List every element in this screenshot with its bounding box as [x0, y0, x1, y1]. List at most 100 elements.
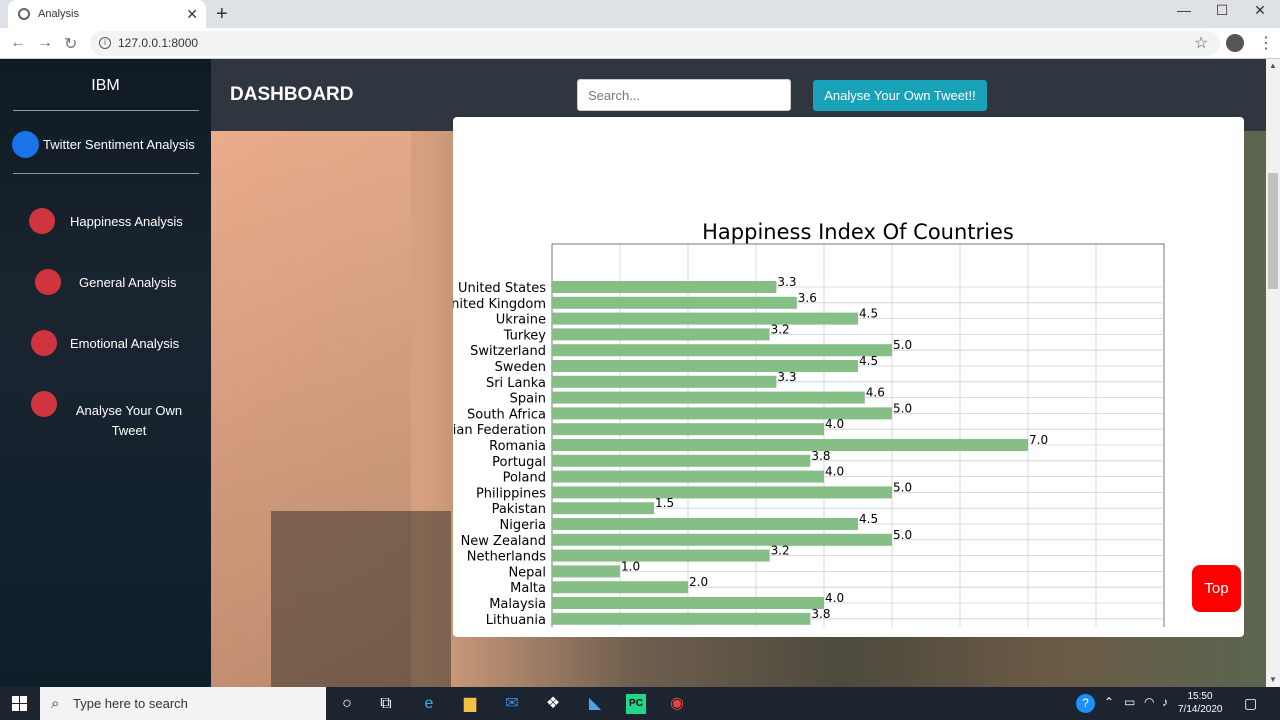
divider: [13, 173, 199, 174]
sidebar-item-label: General Analysis: [79, 274, 177, 290]
y-tick-label: Switzerland: [470, 344, 546, 359]
forward-icon[interactable]: →: [37, 34, 53, 51]
battery-icon[interactable]: ▭: [1124, 695, 1136, 709]
bar-value-label: 1.0: [621, 559, 640, 573]
bar-value-label: 2.0: [689, 575, 708, 589]
bar-value-label: 4.5: [859, 512, 878, 526]
bar: [552, 486, 892, 499]
y-tick-label: Nigeria: [499, 518, 546, 533]
y-tick-label: South Africa: [467, 407, 546, 422]
bar-value-label: 3.8: [811, 449, 830, 463]
cortana-icon[interactable]: ○: [342, 695, 352, 712]
url-field[interactable]: i 127.0.0.1:8000: [90, 31, 1220, 56]
sidebar-title[interactable]: Twitter Sentiment Analysis: [12, 131, 195, 158]
scroll-top-button[interactable]: Top: [1192, 565, 1241, 612]
bar: [552, 533, 892, 546]
reload-icon[interactable]: ↻: [64, 36, 78, 53]
bar: [552, 439, 1028, 451]
sidebar-item-emotional[interactable]: Emotional Analysis: [31, 330, 179, 356]
dropbox-icon[interactable]: ❖: [545, 695, 561, 712]
y-tick-label: Sri Lanka: [486, 376, 546, 391]
bar-value-label: 4.5: [859, 354, 878, 368]
y-tick-label: Netherlands: [467, 550, 546, 565]
bar-value-label: 1.5: [655, 496, 674, 510]
y-tick-label: Malaysia: [489, 597, 546, 612]
volume-icon[interactable]: ♪: [1162, 695, 1168, 709]
profile-avatar[interactable]: [1226, 34, 1244, 52]
sidebar-title-label: Twitter Sentiment Analysis: [43, 137, 195, 152]
taskbar-search-placeholder: Type here to search: [73, 696, 188, 711]
bar: [552, 518, 858, 530]
new-tab-icon[interactable]: +: [216, 3, 228, 25]
bar-value-label: 5.0: [893, 401, 912, 415]
bar-value-label: 4.5: [859, 307, 878, 321]
bar: [552, 565, 620, 578]
happiness-chart: Happiness Index Of Countries 3.3 United St…: [453, 220, 1165, 645]
bar: [552, 344, 892, 357]
taskbar-search[interactable]: ⌕ Type here to search: [40, 687, 326, 720]
maximize-icon[interactable]: ☐: [1215, 2, 1229, 18]
edge-icon[interactable]: e: [424, 695, 434, 712]
browser-tab[interactable]: Analysis ✕: [8, 0, 206, 28]
bar-value-label: 4.0: [825, 417, 844, 431]
vertical-scrollbar[interactable]: ▲ ▼: [1266, 59, 1280, 687]
analyse-tweet-button[interactable]: Analyse Your Own Tweet!!: [813, 80, 987, 111]
y-tick-label: Pakistan: [492, 502, 546, 517]
y-tick-label: Portugal: [492, 455, 546, 470]
bar-value-label: 7.0: [1029, 433, 1048, 447]
bar-value-label: 4.0: [825, 465, 844, 479]
windows-start-icon[interactable]: [12, 696, 27, 711]
system-clock[interactable]: 15:50 7/14/2020: [1178, 690, 1223, 716]
bar: [552, 549, 770, 562]
chart-card: Happiness Index Of Countries 3.3 United St…: [453, 117, 1244, 645]
red-dot-icon: [31, 391, 57, 417]
mail-icon[interactable]: ✉: [505, 695, 519, 712]
bar: [552, 312, 858, 325]
sidebar-item-analyse-tweet[interactable]: Analyse Your Own Tweet: [31, 391, 184, 441]
windows-taskbar: ⌕ Type here to search ○ ⧉ e ▆ ✉ ❖ ◣ PC ◉…: [0, 687, 1280, 720]
info-icon[interactable]: i: [99, 37, 111, 49]
pycharm-icon[interactable]: PC: [626, 694, 646, 714]
sidebar: IBM Twitter Sentiment Analysis Happiness…: [0, 59, 211, 687]
scroll-down-icon[interactable]: ▼: [1269, 675, 1277, 684]
notifications-icon[interactable]: ▢: [1244, 695, 1258, 711]
url-text: 127.0.0.1:8000: [118, 36, 199, 50]
visual-studio-icon[interactable]: ◣: [588, 695, 602, 712]
sidebar-item-label: Analyse Your Own Tweet: [75, 403, 183, 438]
wifi-icon[interactable]: ◠: [1144, 695, 1155, 709]
bar: [552, 407, 892, 420]
bar: [552, 454, 811, 467]
y-tick-label: Ukraine: [496, 313, 546, 328]
menu-kebab-icon[interactable]: ⋮: [1258, 35, 1274, 52]
y-tick-label: United States: [458, 281, 546, 296]
red-dot-icon: [35, 269, 61, 295]
help-icon[interactable]: ?: [1076, 694, 1095, 713]
task-view-icon[interactable]: ⧉: [380, 695, 392, 712]
tab-title: Analysis: [38, 8, 79, 20]
background-shade: [271, 511, 451, 687]
bar: [552, 470, 824, 483]
bar-value-label: 3.2: [771, 544, 790, 558]
minimize-icon[interactable]: —: [1177, 2, 1191, 18]
scroll-up-icon[interactable]: ▲: [1269, 61, 1277, 70]
file-explorer-icon[interactable]: ▆: [463, 695, 477, 712]
back-icon[interactable]: ←: [10, 34, 26, 51]
bar: [552, 502, 654, 515]
close-window-icon[interactable]: ✕: [1254, 2, 1266, 18]
y-tick-label: United Kingdom: [453, 297, 546, 312]
tray-chevron-icon[interactable]: ⌃: [1104, 695, 1115, 709]
close-tab-icon[interactable]: ✕: [186, 6, 198, 22]
bar: [552, 296, 797, 309]
scrollbar-thumb[interactable]: [1268, 173, 1278, 289]
search-input[interactable]: [577, 79, 791, 111]
red-dot-icon: [29, 208, 55, 234]
bar-value-label: 3.3: [777, 370, 796, 384]
bar: [552, 328, 770, 341]
y-tick-label: Nepal: [508, 565, 546, 580]
chrome-icon[interactable]: ◉: [670, 695, 684, 712]
sidebar-item-general[interactable]: General Analysis: [35, 269, 177, 295]
bookmark-star-icon[interactable]: ☆: [1194, 35, 1209, 52]
bar: [552, 281, 777, 293]
y-tick-label: Romania: [489, 439, 546, 454]
sidebar-item-happiness[interactable]: Happiness Analysis: [29, 208, 183, 234]
